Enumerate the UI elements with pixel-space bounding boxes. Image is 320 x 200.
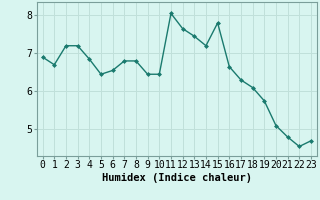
X-axis label: Humidex (Indice chaleur): Humidex (Indice chaleur) (102, 173, 252, 183)
